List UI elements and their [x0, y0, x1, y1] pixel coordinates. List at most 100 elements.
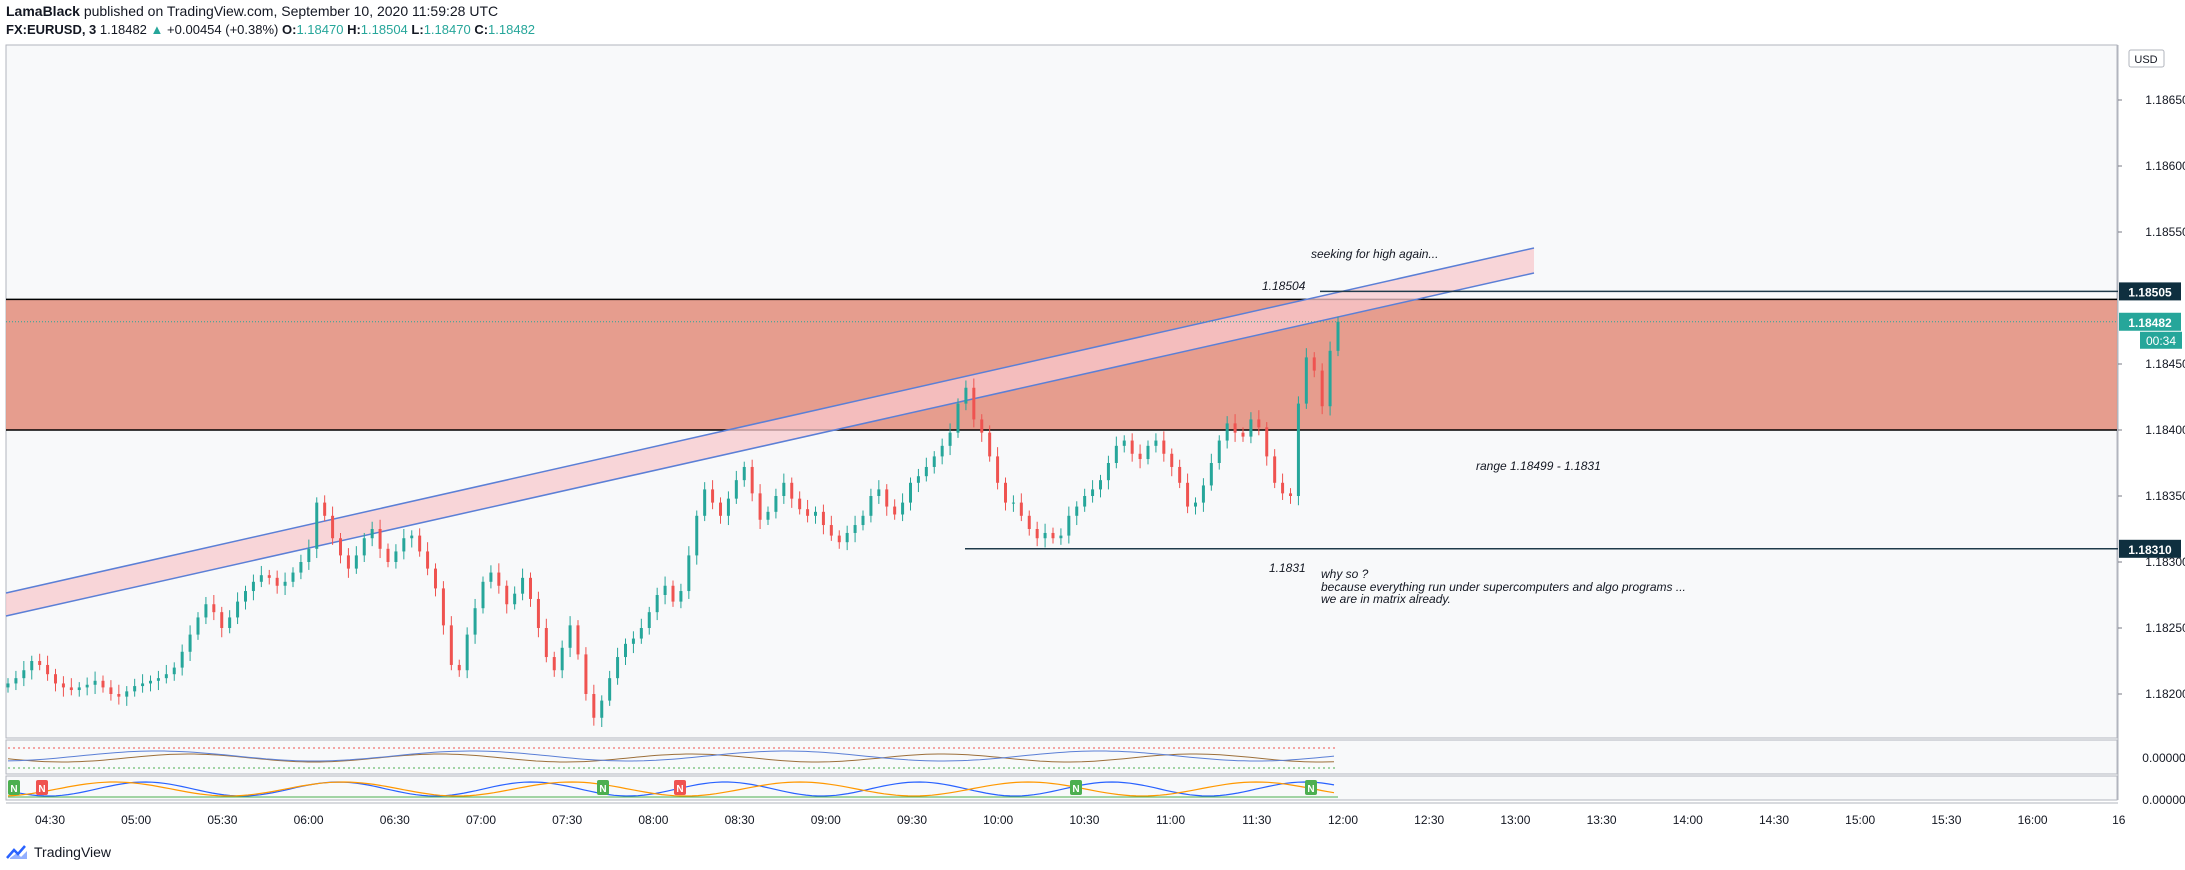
candle-body	[964, 387, 968, 404]
tradingview-logo-icon[interactable]	[6, 844, 28, 860]
candle-body	[236, 601, 240, 618]
candle-body	[940, 445, 944, 457]
candle-body	[1257, 419, 1261, 428]
candle-body	[251, 581, 255, 592]
x-tick-label: 16	[2112, 813, 2126, 827]
y-tick-label: 1.18550	[2145, 225, 2185, 239]
annotation-why-2: because everything run under supercomput…	[1321, 580, 1686, 594]
chart-header: LamaBlack published on TradingView.com, …	[0, 0, 2185, 42]
candle-body	[829, 525, 833, 536]
candle-body	[758, 493, 762, 520]
candle-body	[600, 700, 604, 718]
x-tick-label: 07:00	[466, 813, 496, 827]
candle-body	[473, 608, 477, 635]
candle-body	[711, 489, 715, 503]
candle-body	[54, 674, 57, 684]
candle-body	[1091, 489, 1095, 496]
x-tick-label: 05:00	[121, 813, 151, 827]
candle-body	[909, 482, 912, 503]
candle-body	[608, 678, 612, 701]
x-tick-label: 13:00	[1500, 813, 1530, 827]
candle-body	[244, 591, 247, 602]
candle-body	[1059, 535, 1063, 539]
candle-body	[869, 496, 873, 516]
author-name[interactable]: LamaBlack	[6, 3, 80, 19]
indicator-tick-2: 0.00000	[2142, 793, 2185, 807]
candle-body	[1265, 427, 1269, 457]
candle-body	[228, 617, 232, 628]
candle-body	[1106, 463, 1110, 481]
currency-label: USD	[2134, 54, 2157, 66]
candle-body	[22, 670, 26, 679]
open-label: O:	[281, 22, 297, 37]
candle-body	[774, 496, 778, 512]
candle-body	[1170, 453, 1174, 467]
candle-body	[687, 555, 691, 592]
candle-body	[766, 511, 770, 520]
channel-upper-line	[5, 247, 1535, 594]
candle-body	[521, 577, 525, 594]
tradingview-brand[interactable]: TradingView	[34, 844, 112, 860]
x-tick-label: 12:30	[1414, 813, 1444, 827]
candle-body	[695, 515, 699, 556]
candle-body	[719, 502, 722, 516]
candle-body	[30, 661, 34, 671]
candle-body	[93, 680, 97, 685]
candle-body	[402, 538, 406, 552]
candle-body	[1194, 502, 1197, 507]
y-tick-label: 1.18350	[2145, 489, 2185, 503]
candle-body	[529, 577, 532, 599]
candle-body	[85, 684, 89, 688]
candle-body	[180, 651, 184, 668]
candle-body	[885, 489, 889, 507]
price-tag-current: 1.18482	[2128, 316, 2172, 330]
x-tick-label: 11:00	[1156, 813, 1185, 827]
footer: TradingView	[6, 841, 111, 863]
candle-body	[1328, 350, 1332, 407]
candle-body	[1249, 419, 1253, 437]
y-tick-label: 1.18650	[2145, 93, 2185, 107]
candle-body	[980, 419, 984, 433]
candle-body	[1304, 357, 1308, 404]
candle-body	[814, 511, 817, 516]
price-tag-low-bg	[2119, 539, 2181, 558]
y-tick-label: 1.18200	[2145, 687, 2185, 701]
y-tick-label: 1.18250	[2145, 621, 2185, 635]
candle-body	[806, 509, 810, 516]
candle-body	[1146, 445, 1150, 460]
candle-body	[1281, 482, 1285, 494]
signal-marker-bg	[36, 780, 48, 795]
x-tick-label: 09:30	[897, 813, 927, 827]
price-chart[interactable]: seeking for high again... 1.18504 range 1.…	[0, 42, 2185, 840]
x-tick-label: 11:30	[1242, 813, 1271, 827]
signal-marker: N	[1307, 784, 1314, 795]
symbol-name: FX:EURUSD, 3	[6, 22, 97, 37]
candle-body	[133, 686, 137, 692]
signal-marker: N	[599, 784, 606, 795]
signal-marker-bg	[674, 780, 686, 795]
candle-body	[1233, 423, 1237, 433]
y-tick-label: 1.18600	[2145, 159, 2185, 173]
candle-body	[877, 489, 881, 496]
candle-body	[1312, 357, 1316, 371]
price-tag-current-bg	[2119, 312, 2181, 331]
low-label: L:	[411, 22, 424, 37]
indicator-lines	[7, 747, 1338, 798]
candle-body	[742, 466, 746, 481]
candles	[6, 316, 1340, 727]
publish-line: LamaBlack published on TradingView.com, …	[6, 3, 498, 19]
signal-marker-bg	[1305, 780, 1317, 795]
indicator-line-a	[7, 753, 1335, 763]
candle-body	[220, 612, 224, 628]
x-tick-label: 15:00	[1845, 813, 1875, 827]
annotation-high: 1.18504	[1262, 279, 1306, 293]
candle-body	[164, 674, 168, 679]
candle-body	[853, 525, 857, 533]
candle-body	[837, 535, 841, 543]
candle-body	[505, 585, 509, 605]
signal-marker: N	[676, 784, 683, 795]
candle-body	[1225, 423, 1229, 441]
candle-body	[1067, 515, 1071, 536]
candle-body	[1217, 440, 1221, 463]
candle-body	[798, 498, 802, 510]
